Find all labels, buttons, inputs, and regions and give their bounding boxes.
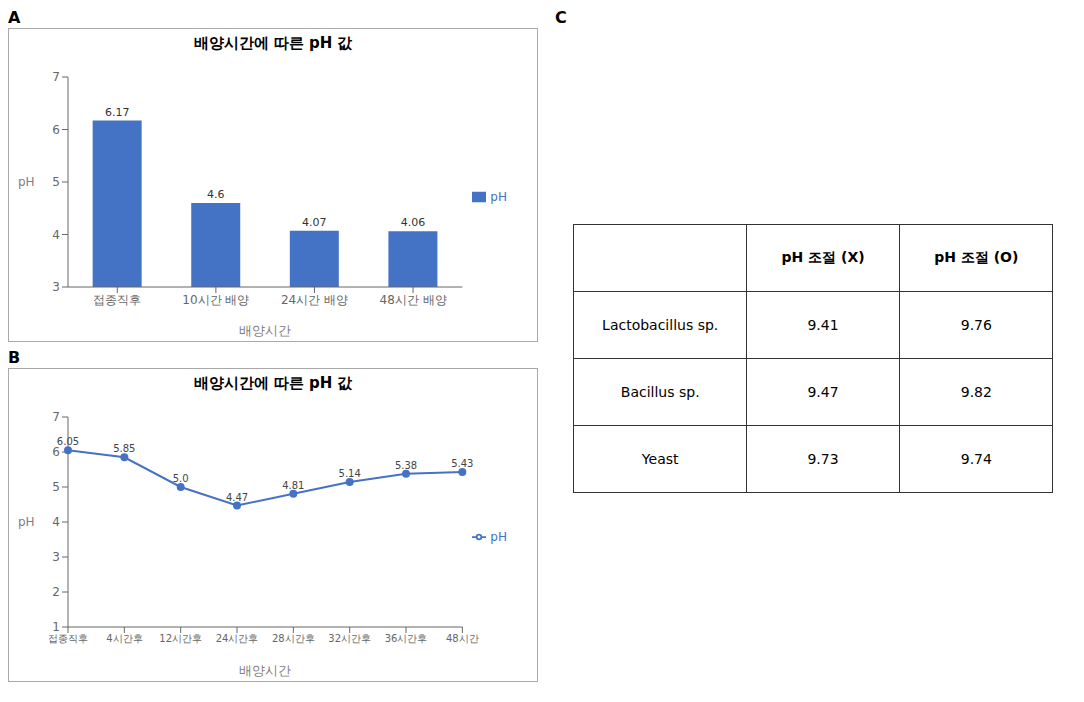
html-text:9.74: 9.74 [960,450,992,467]
svg-text:5.85: 5.85 [113,443,135,454]
svg-text:48시간: 48시간 [446,633,479,644]
svg-text:48시간 배양: 48시간 배양 [380,293,447,307]
svg-text:배양시간: 배양시간 [239,323,291,338]
html-text:배양시간에 따른 pH 값: 배양시간에 따른 pH 값 [193,374,353,392]
svg-text:접종직후: 접종직후 [48,633,88,644]
svg-text:5.0: 5.0 [173,473,189,484]
html-text:Yeast: Yeast [641,450,679,467]
svg-text:pH: pH [18,175,35,189]
svg-text:배양시간: 배양시간 [239,663,291,678]
svg-text:4.47: 4.47 [226,492,248,503]
svg-text:2: 2 [52,585,60,599]
svg-text:3: 3 [52,550,60,564]
html-text:9.41: 9.41 [807,316,839,333]
svg-text:24시간후: 24시간후 [216,633,259,644]
svg-text:5.38: 5.38 [395,460,417,471]
svg-text:4: 4 [52,515,60,529]
svg-text:6: 6 [52,445,60,459]
html-text:A: A [8,8,21,27]
svg-text:5: 5 [52,175,60,189]
html-text:9.73: 9.73 [807,450,839,467]
html-text:B: B [8,348,21,367]
svg-text:5: 5 [52,480,60,494]
svg-text:4.6: 4.6 [207,188,225,201]
svg-text:5.43: 5.43 [451,458,473,469]
svg-text:10시간 배양: 10시간 배양 [182,293,249,307]
svg-text:4.07: 4.07 [302,216,327,229]
html-text:9.47: 9.47 [807,383,839,400]
html-text:pH 조절 (O): pH 조절 (O) [934,248,1019,265]
html-text:배양시간에 따른 pH 값: 배양시간에 따른 pH 값 [193,34,353,52]
svg-text:6: 6 [52,123,60,137]
svg-text:1: 1 [52,620,60,634]
svg-text:4시간후: 4시간후 [106,633,142,644]
svg-text:6.05: 6.05 [57,436,79,447]
svg-text:4.06: 4.06 [401,216,426,229]
svg-text:36시간후: 36시간후 [385,633,428,644]
svg-text:3: 3 [52,280,60,294]
svg-text:4.81: 4.81 [282,480,304,491]
svg-text:5.14: 5.14 [339,468,361,479]
svg-text:32시간후: 32시간후 [328,633,371,644]
html-text:C: C [554,8,567,27]
svg-text:4: 4 [52,228,60,242]
svg-text:24시간 배양: 24시간 배양 [281,293,348,307]
html-text:pH: pH [490,189,507,204]
svg-text:접종직후: 접종직후 [93,293,141,307]
html-text:9.82: 9.82 [960,383,992,400]
svg-text:6.17: 6.17 [105,106,130,119]
html-text:Lactobacillus sp.: Lactobacillus sp. [602,316,719,333]
svg-text:7: 7 [52,410,60,424]
svg-text:28시간후: 28시간후 [272,633,315,644]
html-text:Bacillus sp.: Bacillus sp. [620,383,700,400]
svg-text:7: 7 [52,70,60,84]
svg-text:12시간후: 12시간후 [159,633,202,644]
svg-text:pH: pH [18,515,35,529]
html-text:pH: pH [490,529,507,544]
html-text:9.76: 9.76 [960,316,992,333]
html-text:pH 조절 (X): pH 조절 (X) [781,248,865,265]
